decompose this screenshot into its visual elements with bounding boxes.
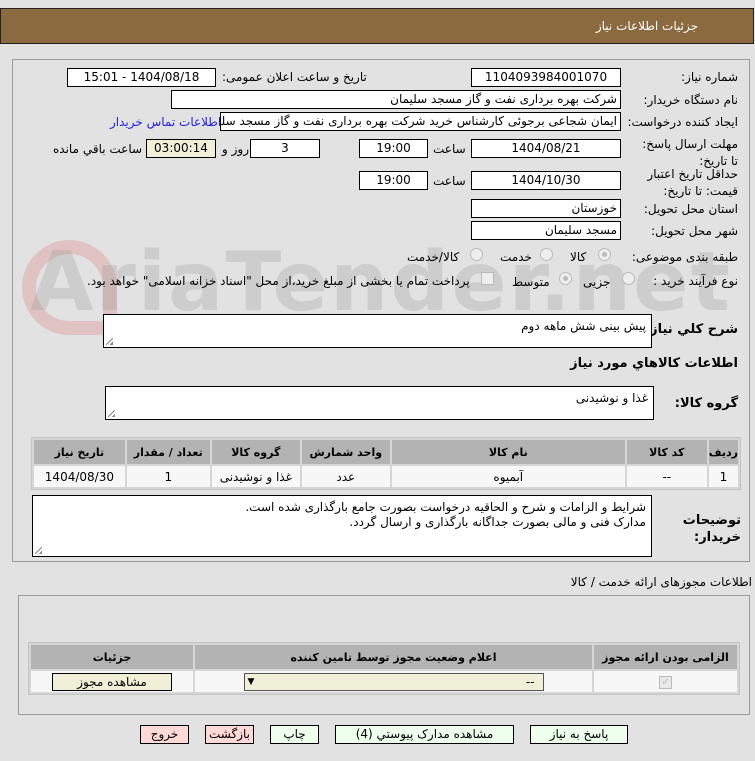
summary-label: شرح کلي نياز: (644, 322, 738, 337)
exit-button[interactable]: خروج (140, 725, 189, 744)
validity-time-label: ساعت (433, 174, 466, 188)
permits-table: الزامی بودن ارائه مجوز اعلام وضعیت مجوز … (28, 642, 740, 695)
buyer-field: شرکت بهره برداری نفت و گاز مسجد سلیمان (171, 90, 621, 109)
process-label: نوع فرآیند خرید : (653, 274, 738, 288)
creator-field: ایمان شجاعی برجوئی کارشناس خرید شرکت بهر… (220, 112, 621, 131)
category-option-service: خدمت (500, 250, 532, 264)
print-button[interactable]: چاپ (270, 725, 319, 744)
permits-table-header: الزامی بودن ارائه مجوز اعلام وضعیت مجوز … (31, 645, 737, 669)
category-option-both: کالا/خدمت (407, 250, 460, 264)
city-field: مسجد سلیمان (471, 221, 621, 240)
contact-buyer-link[interactable]: اطلاعات تماس خریدار (110, 115, 222, 129)
deadline-time-field: 19:00 (359, 139, 428, 158)
goods-section-title: اطلاعات کالاهاي مورد نياز (570, 356, 738, 371)
cell-name: آبمیوه (391, 466, 625, 487)
days-field: 3 (250, 139, 320, 158)
category-radio-both[interactable] (470, 248, 483, 261)
deadline-date-field: 1404/08/21 (471, 139, 621, 158)
view-attachments-button[interactable]: مشاهده مدارک پیوستي (4) (335, 725, 514, 744)
cell-row: 1 (708, 466, 738, 487)
category-radio-goods[interactable] (598, 248, 611, 261)
days-label: روز و (222, 142, 249, 156)
treasury-payment-checkbox[interactable] (481, 272, 494, 285)
col-name: نام کالا (391, 440, 625, 464)
creator-label: ایجاد کننده درخواست: (627, 115, 738, 129)
validity-time-field: 19:00 (359, 171, 428, 190)
col-date: تاریخ نیاز (34, 440, 125, 464)
buyer-notes-line-1: شرایط و الزامات و شرح و الحاقیه درخواست … (245, 500, 646, 514)
validity-label: حداقل تاریخ اعتبار قیمت: تا تاریخ: (647, 167, 738, 198)
remaining-time-field: 03:00:14 (146, 139, 216, 158)
process-option-minor: جزیی (583, 275, 611, 289)
goods-table: ردیف کد کالا نام کالا واحد شمارش گروه کا… (31, 437, 741, 490)
need-number-field: 1104093984001070 (471, 68, 621, 87)
process-radio-minor[interactable] (622, 272, 635, 285)
permit-status-select[interactable]: -- ▼ (243, 672, 544, 691)
remaining-label: ساعت باقي مانده (53, 142, 143, 156)
city-label: شهر محل تحویل: (651, 224, 738, 238)
col-qty: تعداد / مقدار (126, 440, 210, 464)
table-row: ✓ -- ▼ مشاهده مجوز (31, 671, 737, 692)
group-label: گروه کالا: (674, 396, 738, 411)
cell-unit: عدد (301, 466, 390, 487)
deadline-label: مهلت ارسال پاسخ: تا تاریخ: (642, 137, 738, 168)
back-button[interactable]: بازگشت (205, 725, 254, 744)
province-field: خوزستان (471, 199, 621, 218)
col-status: اعلام وضعیت مجوز توسط تامین کننده (195, 645, 592, 669)
permit-required-checkbox: ✓ (659, 676, 672, 689)
process-radio-medium[interactable] (559, 272, 572, 285)
buyer-notes-textarea[interactable]: شرایط و الزامات و شرح و الحاقیه درخواست … (32, 495, 652, 557)
treasury-payment-note: پرداخت تمام یا بخشی از مبلغ خرید،از محل … (87, 274, 470, 288)
group-textarea[interactable]: غذا و نوشیدنی (105, 386, 654, 420)
category-label: طبقه بندی موضوعی: (631, 250, 738, 264)
permits-title: اطلاعات مجوزهای ارائه خدمت / کالا (570, 575, 752, 589)
cell-date: 1404/08/30 (34, 466, 125, 487)
col-group: گروه کالا (211, 440, 300, 464)
announce-label: تاریخ و ساعت اعلان عمومی: (222, 70, 367, 84)
page-header: جزئیات اطلاعات نیاز (0, 8, 754, 44)
deadline-time-label: ساعت (433, 142, 466, 156)
reply-button[interactable]: پاسخ به نیاز (530, 725, 628, 744)
cell-code: -- (626, 466, 707, 487)
col-unit: واحد شمارش (301, 440, 390, 464)
col-code: کد کالا (626, 440, 707, 464)
view-permit-button[interactable]: مشاهده مجوز (52, 672, 172, 691)
cell-group: غذا و نوشیدنی (211, 466, 300, 487)
category-radio-service[interactable] (540, 248, 553, 261)
need-number-label: شماره نیاز: (681, 70, 738, 84)
col-required: الزامی بودن ارائه مجوز (594, 645, 737, 669)
table-row: 1 -- آبمیوه عدد غذا و نوشیدنی 1 1404/08/… (34, 466, 738, 487)
col-details: جزئیات (31, 645, 193, 669)
cell-qty: 1 (126, 466, 210, 487)
col-row: ردیف (708, 440, 738, 464)
page-title: جزئیات اطلاعات نیاز (595, 19, 698, 33)
goods-table-header: ردیف کد کالا نام کالا واحد شمارش گروه کا… (34, 440, 738, 464)
buyer-notes-label: توضیحات خریدار: (682, 513, 741, 545)
buyer-notes-line-2: مدارک فنی و مالی بصورت جداگانه بارگذاری … (349, 515, 646, 529)
category-option-goods: کالا (570, 250, 587, 264)
permit-status-value: -- (525, 674, 535, 689)
province-label: استان محل تحویل: (643, 202, 738, 216)
summary-textarea[interactable]: پیش بینی شش ماهه دوم (103, 314, 652, 348)
announce-field: 1404/08/18 - 15:01 (67, 68, 216, 87)
chevron-down-icon: ▼ (247, 676, 255, 687)
process-option-medium: متوسط (512, 275, 550, 289)
buyer-label: نام دستگاه خریدار: (643, 93, 739, 107)
validity-date-field: 1404/10/30 (471, 171, 621, 190)
